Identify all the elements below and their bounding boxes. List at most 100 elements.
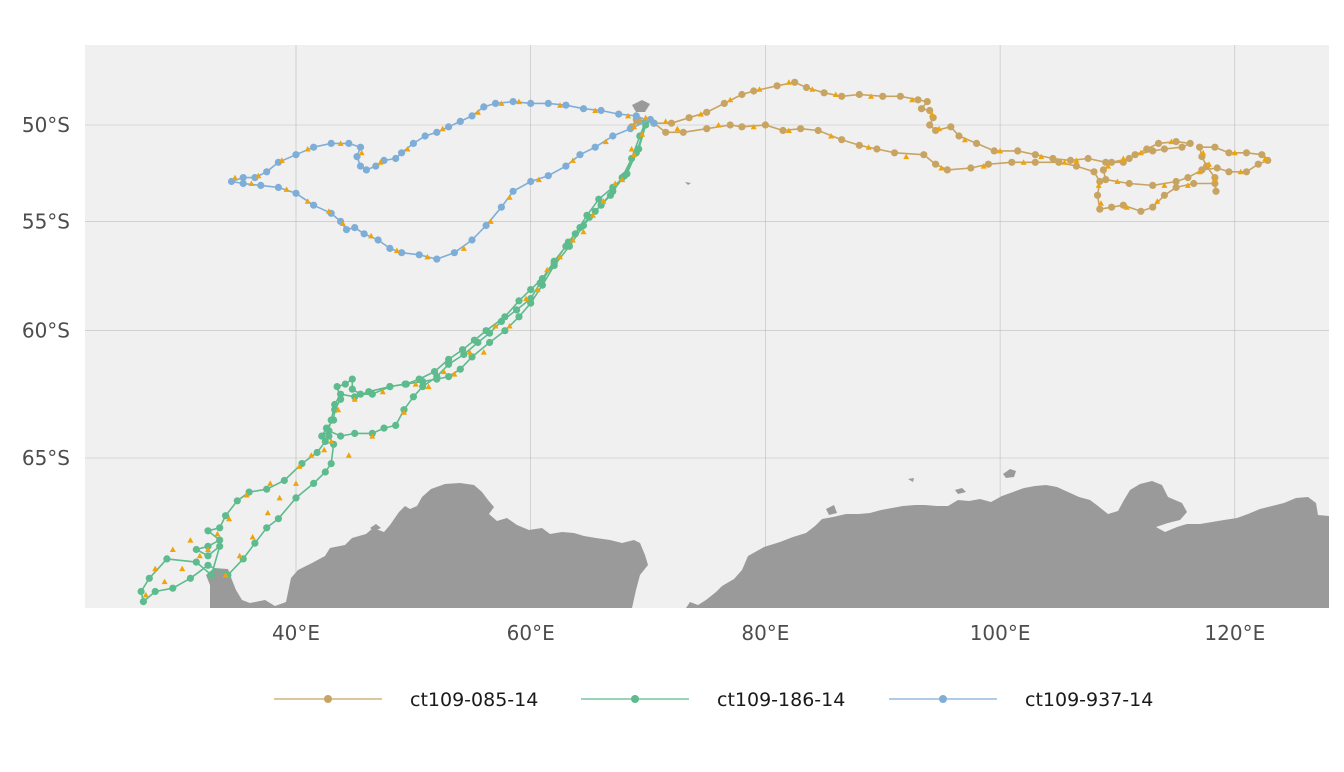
track-point-ct109-186-14-113 [274, 515, 282, 523]
legend-item-ct109-085-14: ct109-085-14 [274, 689, 538, 711]
removed-marker-40 [440, 368, 447, 375]
track-point-ct109-937-14-30 [263, 168, 271, 176]
track-point-ct109-085-14-70 [1049, 154, 1057, 163]
track-point-ct109-085-14-72 [1014, 147, 1022, 155]
track-point-ct109-186-14-34 [351, 429, 359, 437]
legend-key-point-2 [939, 695, 947, 703]
y-tick-label-1: 55°S [22, 209, 70, 233]
track-point-ct109-085-14-63 [1160, 145, 1168, 153]
removed-marker-73 [1161, 182, 1168, 188]
land-mass-7 [685, 182, 691, 185]
removed-marker-99 [474, 109, 481, 115]
track-point-ct109-186-14-22 [356, 390, 365, 398]
removed-marker-21 [222, 572, 229, 578]
track-point-ct109-085-14-71 [1031, 151, 1039, 159]
track-point-ct109-085-14-87 [838, 92, 846, 100]
track-point-ct109-186-14-62 [595, 195, 603, 203]
removed-marker-94 [625, 112, 632, 119]
track-point-ct109-186-14-69 [515, 297, 523, 305]
track-point-ct109-186-14-11 [515, 313, 523, 321]
track-point-ct109-085-14-64 [1149, 147, 1157, 155]
land-mass-2 [1003, 469, 1016, 478]
removed-marker-9 [451, 371, 458, 377]
track-point-ct109-186-14-33 [337, 432, 345, 440]
removed-marker-0 [639, 131, 646, 137]
track-point-ct109-085-14-23 [1090, 168, 1098, 176]
track-point-ct109-085-14-51 [1172, 177, 1180, 186]
track-point-ct109-937-14-18 [392, 154, 400, 163]
legend-item-ct109-186-14: ct109-186-14 [581, 689, 845, 711]
y-axis-tick-labels: 50°S 55°S 60°S 65°S [22, 113, 70, 470]
removed-marker-43 [523, 295, 529, 302]
removed-marker-110 [283, 186, 290, 192]
track-point-ct109-186-14-63 [583, 211, 591, 219]
track-point-ct109-937-14-61 [646, 115, 655, 124]
track-point-ct109-186-14-81 [337, 390, 345, 398]
removed-marker-8 [480, 349, 487, 355]
track-point-ct109-937-14-56 [562, 162, 570, 170]
track-point-ct109-085-14-68 [1084, 154, 1092, 163]
removed-marker-5 [557, 253, 563, 260]
removed-marker-31 [226, 515, 233, 522]
legend-item-ct109-937-14: ct109-937-14 [889, 689, 1153, 711]
removed-marker-80 [1038, 153, 1045, 160]
removed-marker-68 [1200, 149, 1207, 156]
removed-marker-39 [412, 381, 419, 387]
removed-marker-56 [903, 153, 910, 160]
track-point-ct109-186-14-76 [415, 375, 423, 383]
removed-marker-42 [492, 323, 499, 329]
track-point-ct109-937-14-16 [409, 139, 417, 147]
removed-marker-61 [1095, 182, 1102, 188]
track-point-ct109-937-14-31 [251, 174, 259, 182]
track-point-ct109-937-14-2 [615, 110, 623, 118]
track-point-ct109-085-14-40 [1211, 143, 1219, 151]
track-point-ct109-085-14-56 [1108, 158, 1116, 166]
removed-marker-6 [534, 286, 541, 293]
track-point-ct109-937-14-9 [491, 99, 500, 107]
removed-marker-44 [544, 266, 551, 273]
track-point-ct109-937-14-45 [386, 244, 394, 252]
track-point-ct109-085-14-50 [1184, 174, 1192, 182]
removed-marker-2 [619, 176, 626, 183]
removed-marker-121 [569, 157, 576, 163]
track-point-ct109-186-14-27 [337, 395, 345, 403]
track-point-ct109-186-14-68 [527, 286, 535, 294]
track-point-ct109-085-14-2 [679, 128, 687, 136]
track-point-ct109-085-14-10 [838, 136, 846, 144]
track-point-ct109-937-14-7 [527, 99, 535, 107]
removed-marker-10 [425, 383, 432, 390]
removed-marker-118 [487, 218, 494, 224]
track-point-ct109-085-14-92 [750, 87, 758, 95]
track-point-ct109-937-14-26 [327, 139, 335, 147]
removed-marker-78 [1120, 155, 1127, 161]
removed-marker-18 [264, 509, 271, 516]
removed-marker-66 [1211, 176, 1218, 183]
y-tick-label-3: 65°S [22, 446, 70, 470]
track-point-ct109-937-14-34 [239, 179, 247, 188]
removed-marker-25 [152, 565, 159, 572]
removed-marker-85 [909, 96, 916, 103]
legend: ct109-085-14 ct109-186-14 ct109-937-14 [274, 689, 1153, 711]
track-point-ct109-186-14-114 [292, 494, 300, 502]
track-point-ct109-186-14-94 [216, 536, 224, 544]
track-point-ct109-937-14-53 [509, 187, 517, 195]
removed-marker-36 [335, 406, 342, 413]
track-point-ct109-937-14-25 [345, 139, 353, 147]
removed-marker-48 [628, 146, 635, 152]
track-point-ct109-937-14-15 [421, 132, 429, 140]
track-point-ct109-186-14-36 [380, 424, 388, 432]
removed-marker-103 [358, 149, 365, 156]
removed-marker-92 [697, 111, 704, 117]
track-point-ct109-085-14-32 [1172, 183, 1180, 191]
removed-marker-3 [600, 198, 607, 204]
track-point-ct109-937-14-47 [415, 251, 423, 259]
removed-marker-22 [205, 546, 211, 552]
removed-marker-69 [1231, 149, 1238, 156]
track-point-ct109-186-14-24 [348, 375, 356, 383]
removed-marker-102 [377, 159, 384, 165]
removed-marker-17 [276, 494, 283, 501]
track-point-ct109-186-14-39 [409, 393, 417, 401]
removed-marker-38 [379, 388, 386, 395]
removed-marker-32 [243, 492, 250, 498]
track-point-ct109-085-14-5 [738, 123, 746, 131]
